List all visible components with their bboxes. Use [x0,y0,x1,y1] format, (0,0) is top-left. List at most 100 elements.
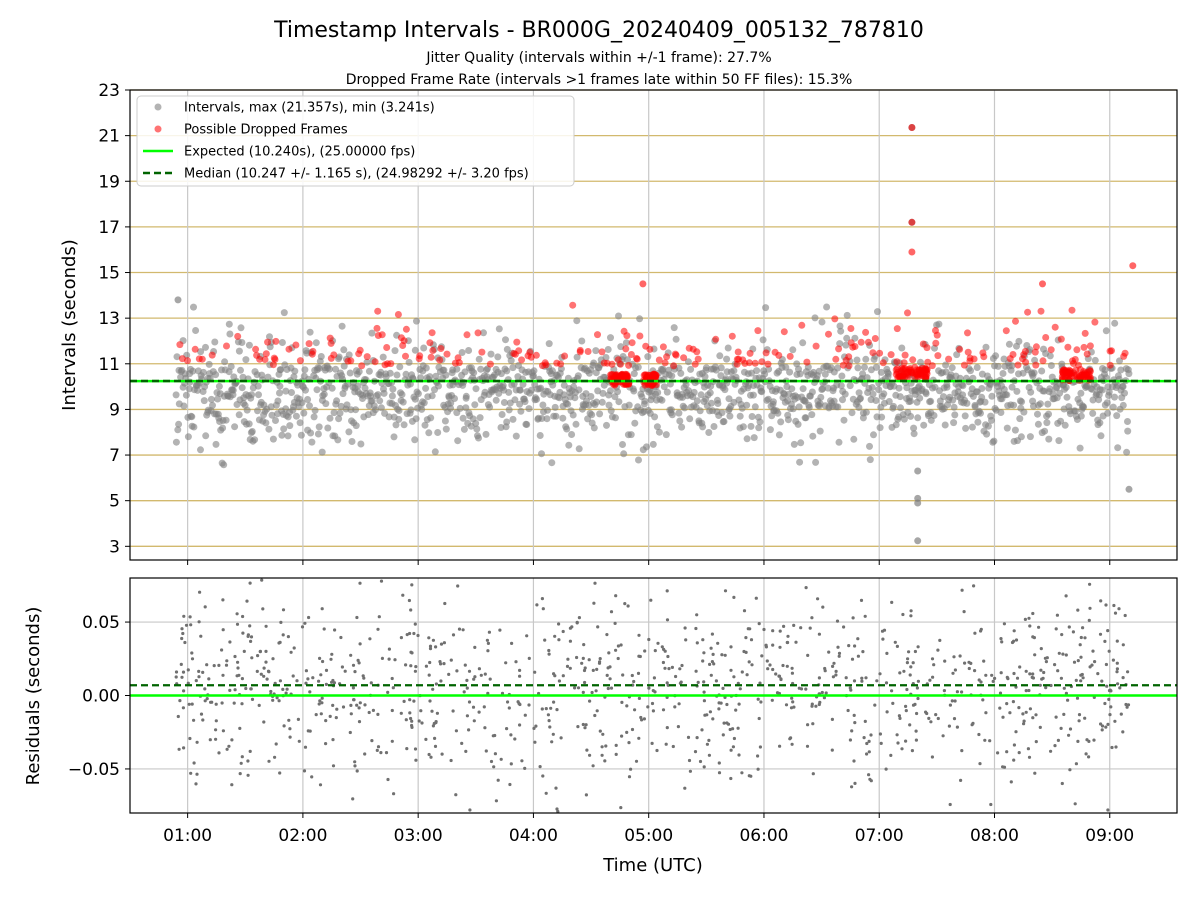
interval-point [458,349,466,356]
residual-point [431,687,435,691]
interval-point [961,412,969,420]
interval-point [266,333,273,341]
dropped-frame-point [691,360,699,368]
residual-point [262,674,266,678]
interval-point [320,390,328,398]
interval-point [805,403,813,411]
residual-point [447,672,451,677]
residual-point [614,594,618,598]
residual-point [747,660,751,664]
interval-point [1111,319,1119,327]
interval-point [1125,370,1133,378]
interval-point [221,358,229,366]
residual-point [265,677,269,681]
interval-point [890,402,897,410]
residual-point [859,598,864,603]
residual-point [230,738,234,742]
residual-point [324,742,328,746]
residual-point [1068,727,1073,731]
interval-point [676,417,684,425]
residual-point [227,744,231,748]
top-ytick-label: 9 [109,400,120,420]
residual-point [1072,660,1077,664]
residual-point [1068,768,1072,772]
interval-point [748,413,756,420]
interval-point [1104,409,1112,417]
residual-point [250,656,254,660]
dropped-frame-point [518,356,526,364]
interval-point [1043,419,1051,427]
interval-point [495,325,503,333]
residual-point [419,709,423,713]
residual-point [758,745,763,749]
residual-point [1081,676,1085,680]
residual-point [1119,712,1123,716]
residual-point [811,722,815,726]
interval-point [662,431,670,439]
dropped-frame-point [436,356,444,364]
residual-point [731,745,736,749]
dropped-frame-point [908,218,916,226]
interval-point [736,412,744,420]
residual-point [1064,691,1068,696]
residual-point [197,620,201,624]
interval-point [684,358,692,366]
interval-point [1062,383,1070,391]
residual-point [322,627,326,631]
interval-point [421,421,429,429]
residual-point [532,726,536,731]
dropped-frame-point [608,360,616,368]
residual-point [334,716,338,720]
residual-point [409,716,413,721]
residual-point [620,700,624,705]
residual-point [1044,686,1048,690]
residual-point [349,703,353,708]
residual-point [711,717,715,721]
dropped-frame-point [895,373,903,381]
interval-point [983,430,991,438]
interval-point [326,365,333,373]
interval-point [620,450,628,458]
residual-point [1022,719,1026,723]
residual-point [862,736,866,740]
bottom-xtick-label: 08:00 [970,826,1019,846]
bottom-xtick-label: 02:00 [278,826,327,846]
interval-point [516,386,524,394]
residual-point [869,779,873,783]
residual-point [230,783,234,787]
residual-point [288,727,292,731]
residual-point [696,680,700,685]
interval-point [354,382,362,390]
residual-point [687,758,692,763]
interval-point [670,324,678,332]
dropped-frame-point [428,329,436,337]
dropped-frame-point [847,325,855,332]
interval-point [878,413,886,421]
residual-point [424,664,428,668]
residual-point [412,699,416,703]
residual-point [451,633,456,637]
interval-point [914,494,922,502]
interval-point [707,399,715,407]
residual-point [1110,745,1114,750]
residual-point [348,730,352,735]
interval-point [494,353,502,361]
residual-point [240,702,244,706]
interval-point [441,417,449,425]
interval-point [226,330,234,338]
residual-point [1060,633,1064,637]
residual-point [392,792,396,796]
residual-point [565,664,570,669]
dropped-frame-point [569,301,577,309]
residual-point [738,687,742,691]
residual-point [955,690,960,694]
interval-point [377,404,385,412]
interval-point [265,425,273,433]
interval-point [211,338,219,346]
interval-point [850,435,858,443]
residual-point [221,628,225,632]
residual-point [1028,707,1032,711]
residual-point [484,749,488,753]
interval-point [607,407,615,415]
residual-point [810,616,814,620]
